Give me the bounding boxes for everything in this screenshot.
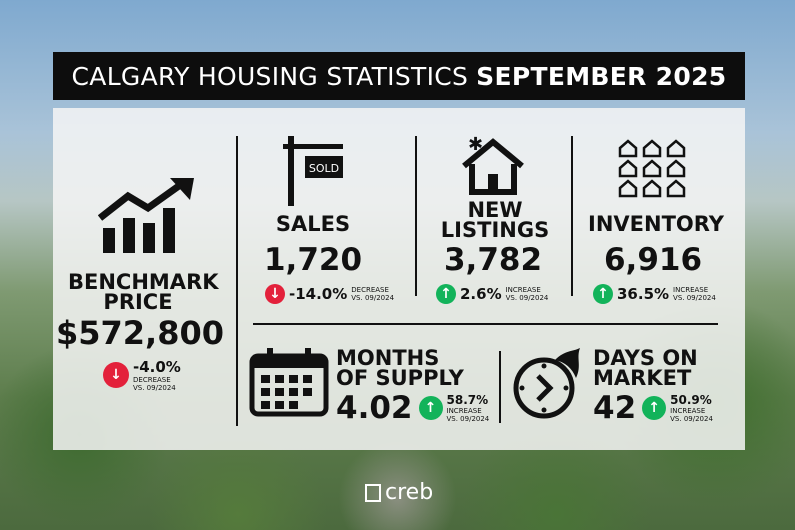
- new-listings-value: 3,782: [443, 242, 543, 278]
- divider: [236, 136, 238, 426]
- arrow-up-icon: ↑: [593, 284, 613, 304]
- days-on-market-change: ↑ 50.9% INCREASE VS. 09/2024: [642, 393, 713, 423]
- days-on-market-value-row: 42 ↑ 50.9% INCREASE VS. 09/2024: [593, 391, 713, 425]
- arrow-up-icon: ↑: [436, 284, 456, 304]
- new-listings-change: ↑ 2.6% INCREASE VS. 09/2024: [436, 284, 548, 304]
- houses-grid-icon: [618, 139, 686, 198]
- days-on-market-label: DAYS ON MARKET: [593, 346, 698, 390]
- new-listings-label: NEW LISTINGS: [440, 198, 550, 242]
- creb-logo-icon: [365, 483, 381, 502]
- arrow-up-icon: ↑: [642, 396, 667, 420]
- benchmark-change: ↓ -4.0% DECREASE VS. 09/2024: [103, 358, 181, 392]
- sold-sign-icon: SOLD: [283, 136, 343, 206]
- svg-text:✱: ✱: [468, 134, 483, 155]
- svg-text:SOLD: SOLD: [309, 162, 339, 175]
- inventory-change: ↑ 36.5% INCREASE VS. 09/2024: [593, 284, 716, 304]
- divider: [571, 136, 573, 296]
- divider: [415, 136, 417, 296]
- sales-value: 1,720: [263, 242, 363, 278]
- benchmark-value: $572,800: [55, 314, 224, 352]
- new-house-icon: ✱: [462, 134, 524, 195]
- page-title: CALGARY HOUSING STATISTICS SEPTEMBER 2025: [53, 52, 745, 100]
- benchmark-label: BENCHMARK PRICE: [68, 270, 219, 314]
- title-period: SEPTEMBER 2025: [476, 61, 727, 91]
- arrow-down-icon: ↓: [103, 362, 129, 388]
- calendar-icon: [249, 348, 329, 417]
- fast-clock-icon: [513, 348, 580, 419]
- sales-change: ↓ -14.0% DECREASE VS. 09/2024: [265, 284, 394, 304]
- sales-label: SALES: [275, 212, 351, 236]
- creb-logo: creb: [365, 480, 433, 505]
- days-on-market-value: 42: [593, 390, 637, 426]
- months-supply-value: 4.02: [336, 390, 413, 426]
- months-supply-label: MONTHS OF SUPPLY: [336, 346, 464, 390]
- stats-panel: BENCHMARK PRICE $572,800 ↓ -4.0% DECREASE V…: [53, 108, 745, 450]
- arrow-up-icon: ↑: [418, 396, 443, 420]
- inventory-label: INVENTORY: [588, 212, 724, 236]
- months-supply-value-row: 4.02 ↑ 58.7% INCREASE VS. 09/2024: [336, 391, 489, 425]
- title-text: CALGARY HOUSING STATISTICS: [71, 61, 469, 91]
- arrow-down-icon: ↓: [265, 284, 285, 304]
- months-supply-change: ↑ 58.7% INCREASE VS. 09/2024: [418, 393, 489, 423]
- divider: [253, 323, 718, 325]
- inventory-value: 6,916: [603, 242, 703, 278]
- bar-chart-up-icon: [98, 178, 194, 253]
- divider: [499, 351, 501, 423]
